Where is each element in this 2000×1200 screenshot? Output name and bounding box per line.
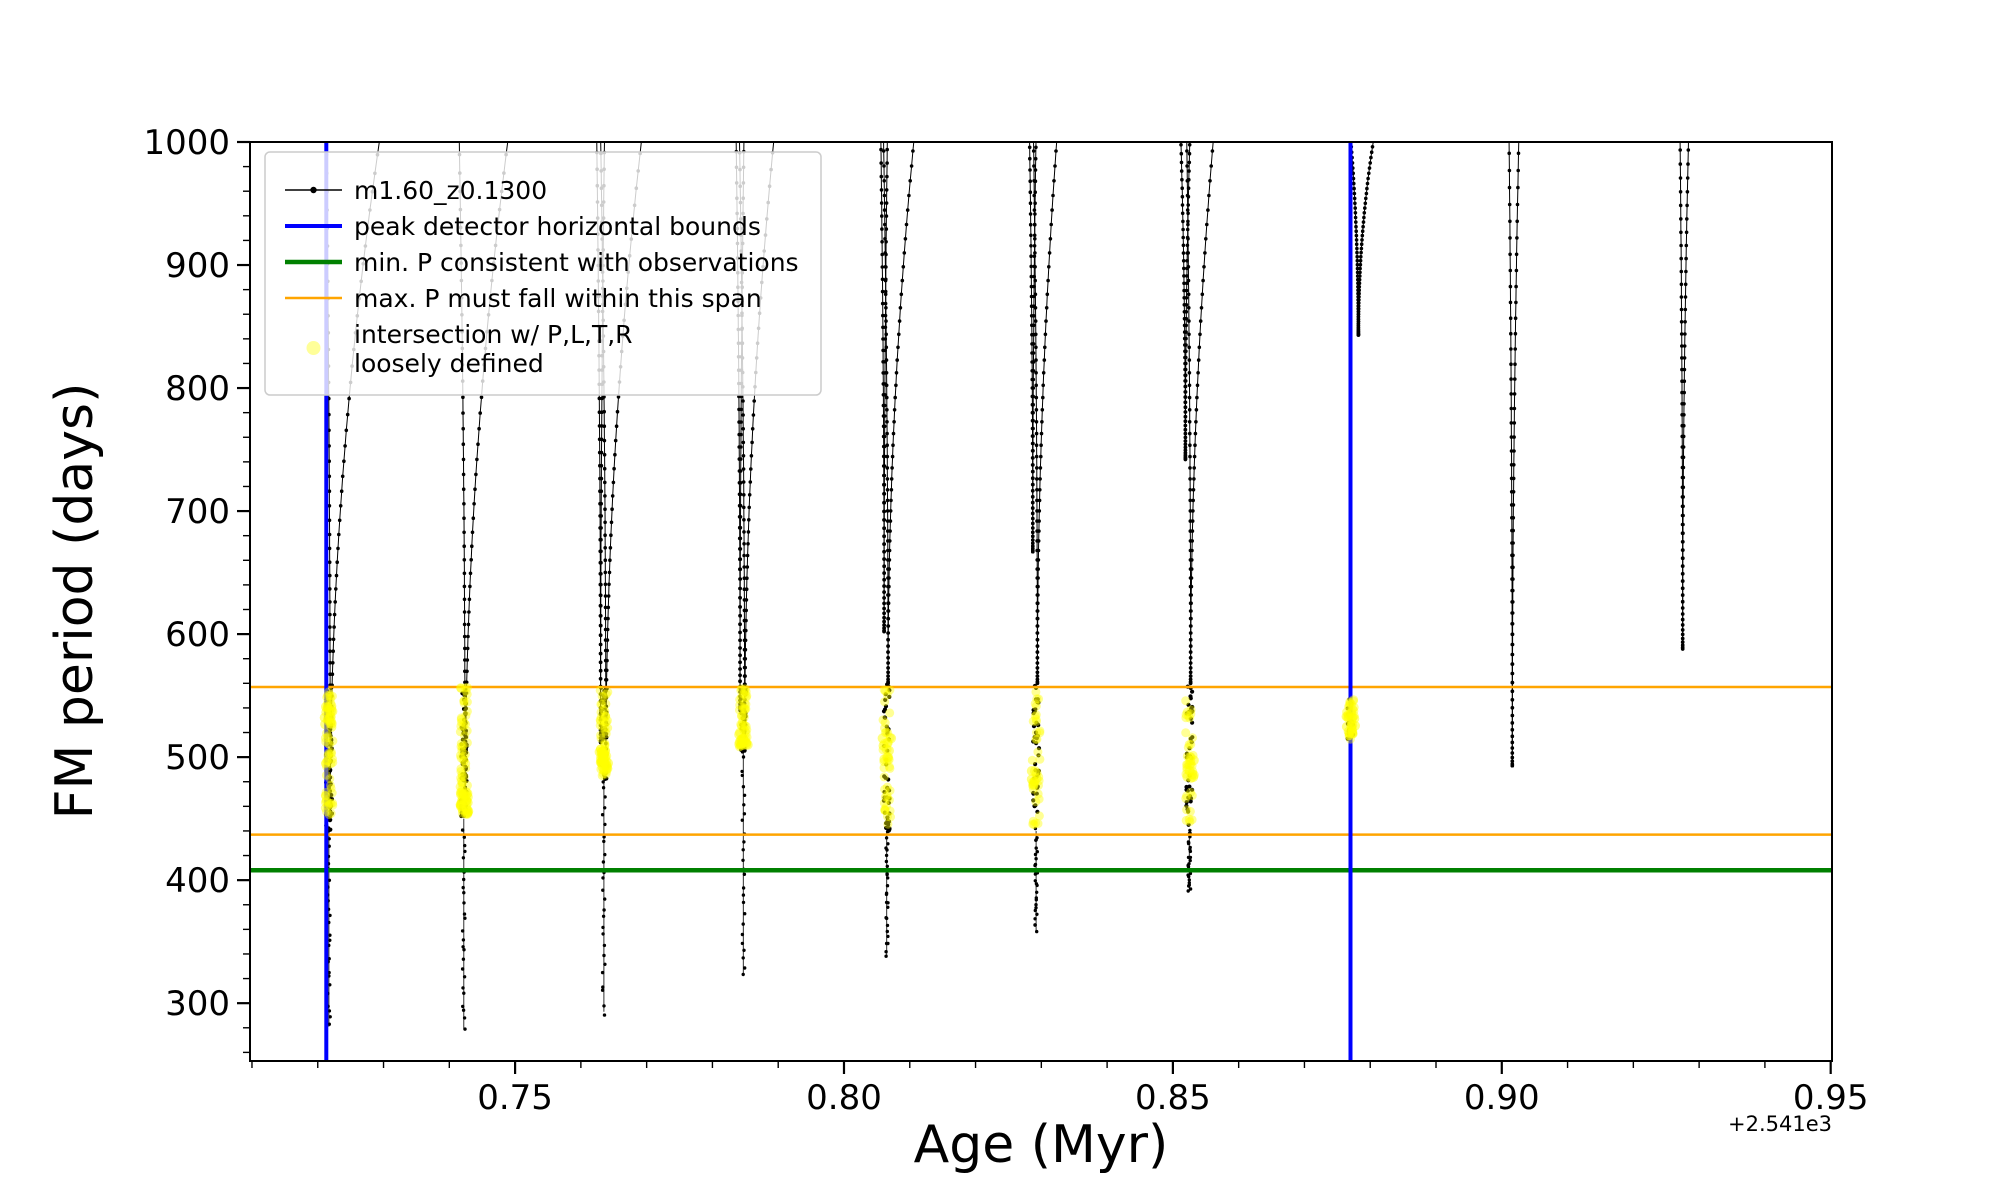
legend-entry-series: m1.60_z0.1300 — [285, 176, 547, 205]
x-axis-label: Age (Myr) — [914, 1115, 1169, 1175]
intersection-markers — [319, 683, 1360, 829]
legend-entry-max-p-span: max. P must fall within this span — [285, 284, 762, 313]
x-tick-label: 0.75 — [477, 1078, 553, 1118]
legend-entry-label: loosely defined — [354, 349, 544, 378]
y-tick-label: 400 — [165, 861, 230, 901]
x-tick-label: 0.90 — [1464, 1078, 1540, 1118]
y-tick-label: 800 — [165, 369, 230, 409]
x-tick-label: 0.80 — [806, 1078, 882, 1118]
y-tick-label: 900 — [165, 246, 230, 286]
y-tick-label: 600 — [165, 615, 230, 655]
x-axis-offset-text: +2.541e3 — [1728, 1112, 1832, 1136]
legend-entry-label: intersection w/ P,L,T,R — [354, 320, 633, 349]
legend-entry-label: peak detector horizontal bounds — [354, 212, 761, 241]
x-tick-label: 0.85 — [1135, 1078, 1211, 1118]
y-tick-label: 300 — [165, 984, 230, 1024]
y-tick-label: 500 — [165, 738, 230, 778]
x-tick-label: 0.95 — [1793, 1078, 1869, 1118]
y-axis-label: FM period (days) — [45, 383, 105, 820]
legend-entry-label: min. P consistent with observations — [354, 248, 799, 277]
legend-entry-min-p: min. P consistent with observations — [285, 248, 799, 277]
y-tick-label: 700 — [165, 492, 230, 532]
legend-entry-peak-bounds: peak detector horizontal bounds — [285, 212, 761, 241]
y-tick-label: 1000 — [143, 123, 230, 163]
axes: 0.75 0.80 0.85 0.90 0.95 300 400 500 600 700 800 90… — [143, 123, 1868, 1118]
legend-entry-label: m1.60_z0.1300 — [354, 176, 547, 205]
legend-entry-label: max. P must fall within this span — [354, 284, 762, 313]
